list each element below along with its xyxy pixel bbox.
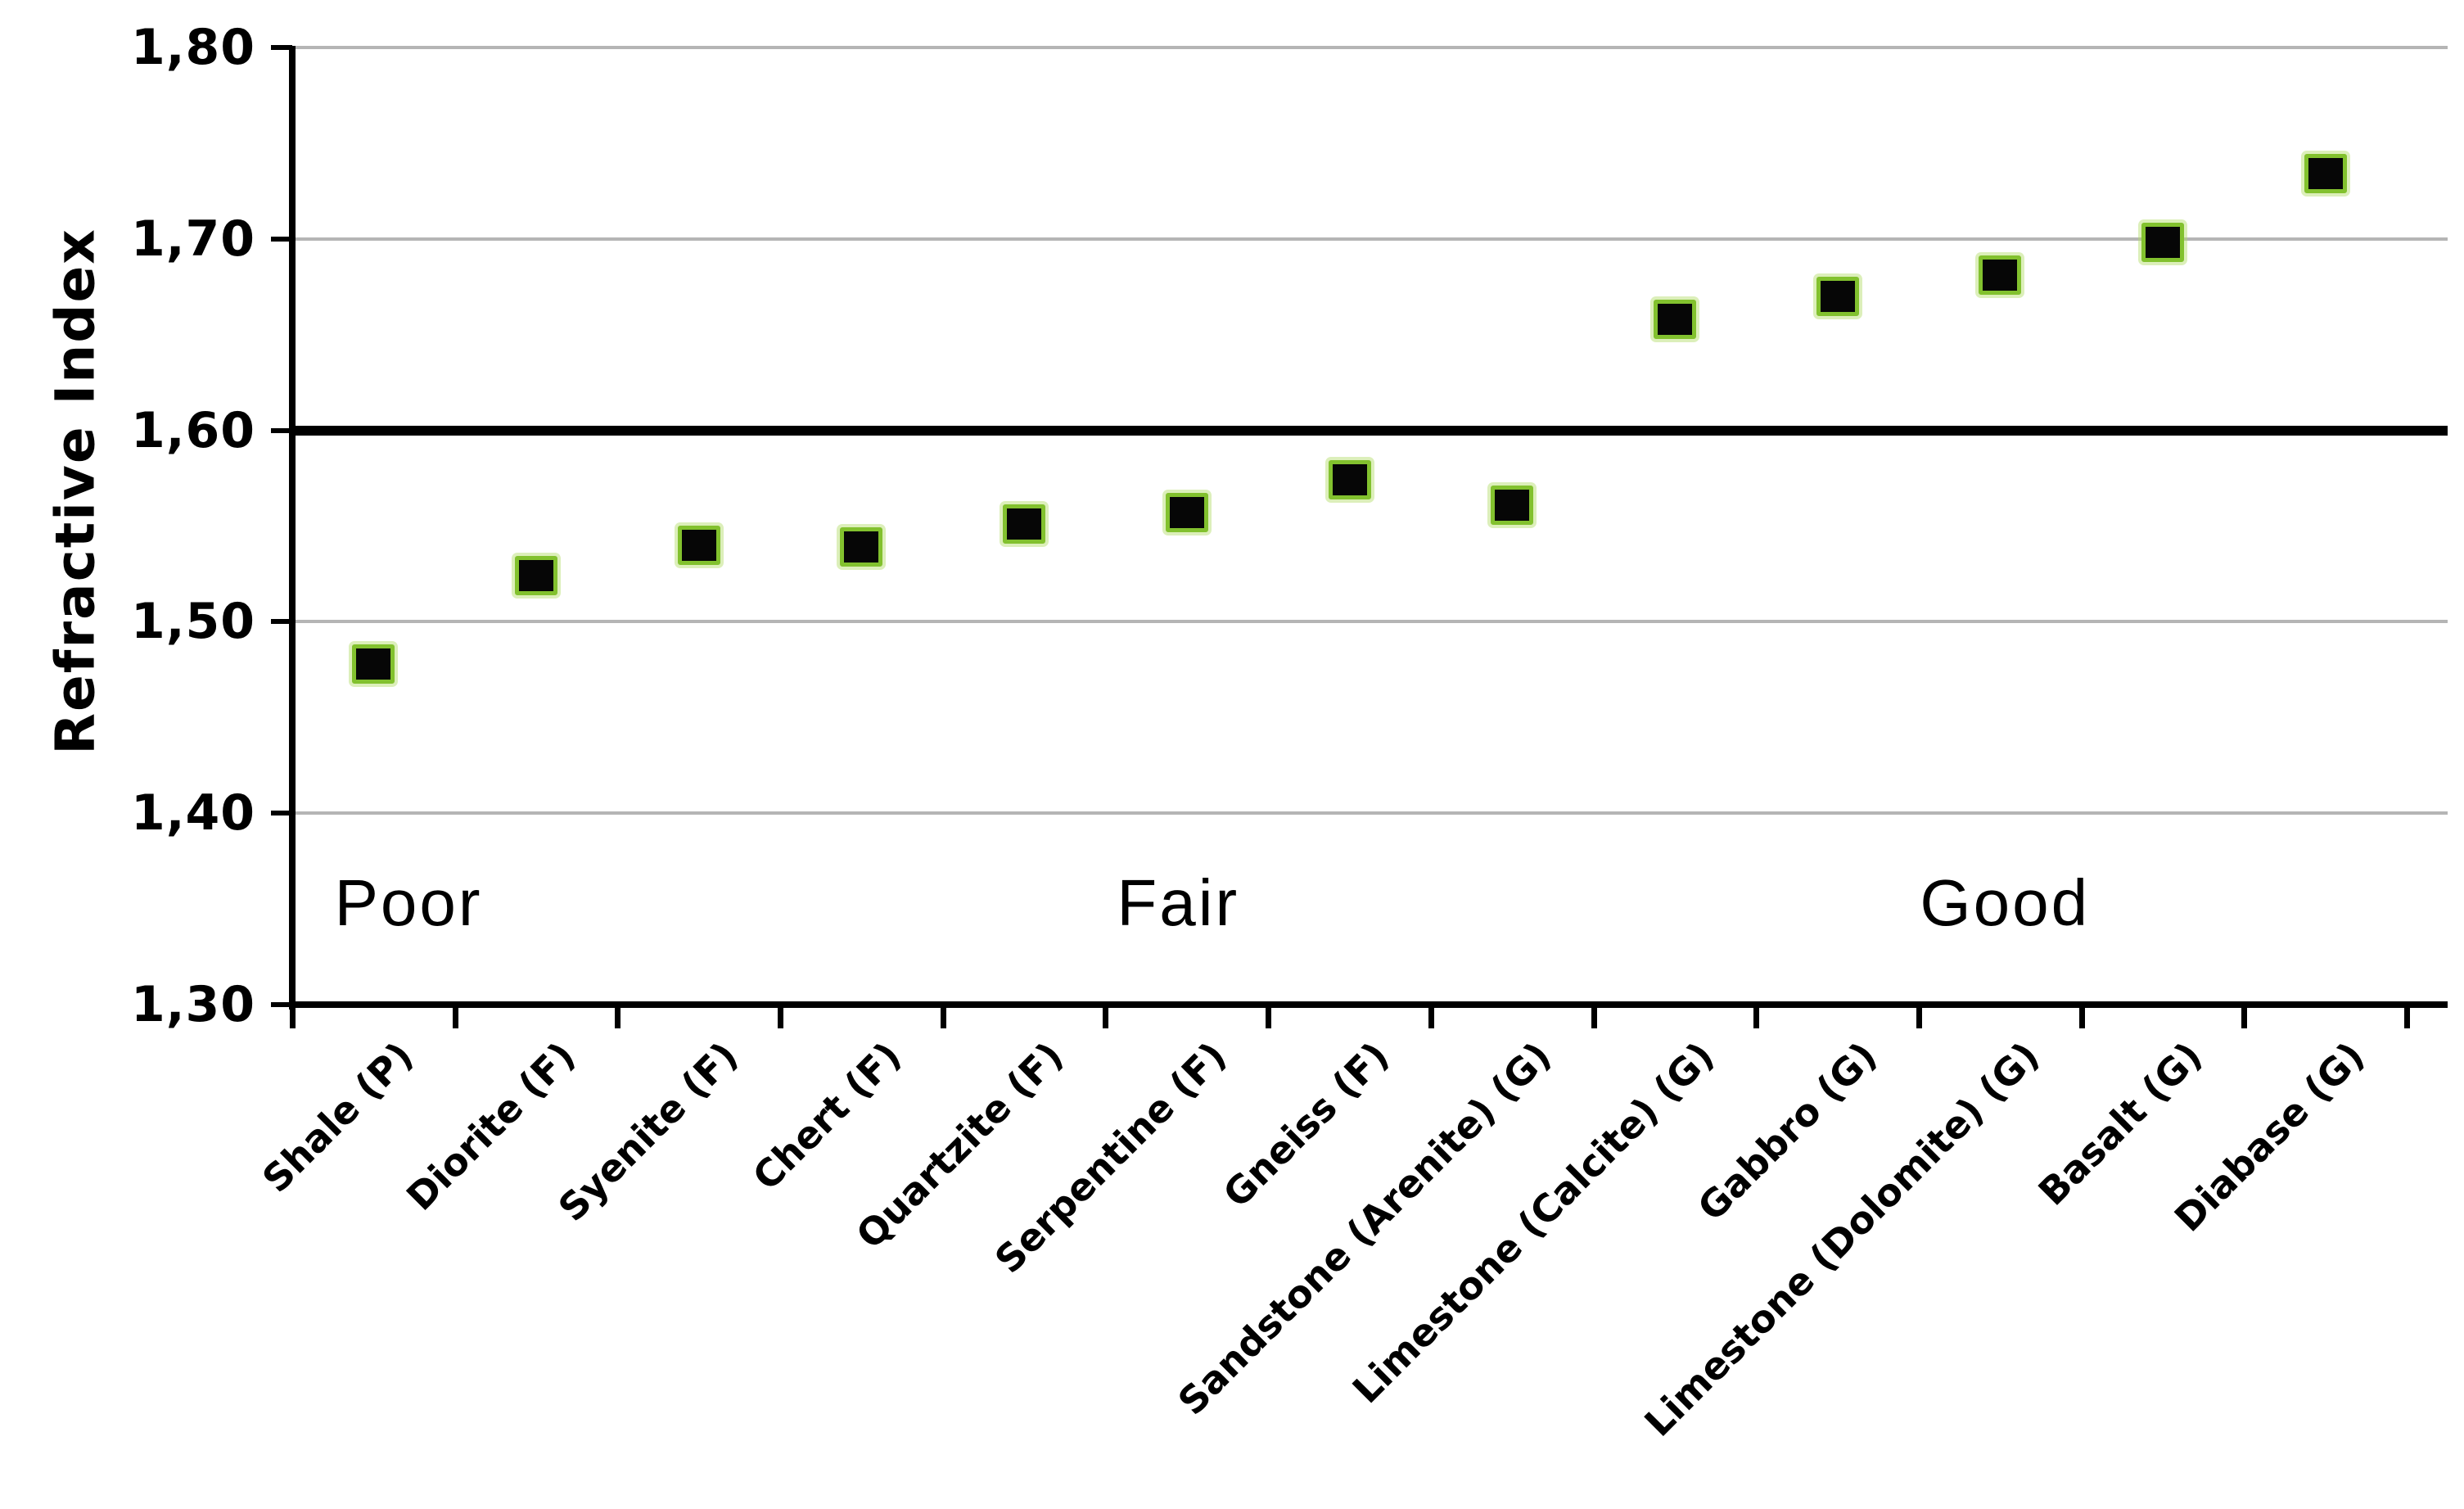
- x-axis-tick: [2404, 1006, 2410, 1028]
- x-axis-tick: [452, 1006, 458, 1028]
- gridline: [292, 811, 2448, 815]
- x-axis-tick: [778, 1006, 784, 1028]
- gridline: [292, 237, 2448, 241]
- y-axis-title: Refractive Index: [43, 228, 107, 755]
- category-label-text: Gneiss (F): [1214, 1033, 1397, 1217]
- data-point-marker: [1816, 276, 1859, 316]
- y-tick-label: 1,80: [130, 19, 255, 76]
- y-tick-label: 1,30: [130, 976, 255, 1033]
- data-point-marker: [1653, 299, 1696, 339]
- y-tick-label: 1,70: [130, 210, 255, 268]
- y-axis-tick: [271, 619, 292, 625]
- gridline: [292, 620, 2448, 624]
- data-point-marker: [352, 644, 395, 684]
- y-axis-tick: [271, 236, 292, 242]
- data-point-marker: [1328, 460, 1371, 500]
- y-tick-label: 1,40: [130, 784, 255, 843]
- y-axis-tick: [271, 427, 292, 433]
- zone-label-poor: Poor: [334, 866, 483, 940]
- x-axis-tick: [2241, 1006, 2248, 1028]
- x-axis-tick: [290, 1006, 296, 1028]
- gridline: [292, 46, 2448, 49]
- y-tick-label: 1,50: [130, 593, 255, 651]
- y-axis-tick: [271, 1002, 292, 1007]
- data-point-marker: [1165, 493, 1208, 533]
- x-axis-tick: [940, 1006, 946, 1028]
- data-point-marker: [677, 525, 720, 565]
- x-axis: [289, 1001, 2448, 1008]
- category-label-text: Shale (P): [253, 1033, 422, 1201]
- category-label-text: Chert (F): [743, 1033, 909, 1200]
- data-point-marker: [1979, 255, 2022, 296]
- x-axis-tick: [1103, 1006, 1109, 1028]
- x-axis-tick: [1916, 1006, 1922, 1028]
- y-axis: [289, 46, 296, 1010]
- data-point-marker: [1003, 504, 1046, 544]
- data-point-marker: [2141, 223, 2184, 263]
- reference-line: [292, 425, 2448, 436]
- x-axis-tick: [1753, 1006, 1760, 1028]
- data-point-marker: [1491, 485, 1534, 525]
- category-label-text: Basalt (G): [2029, 1033, 2211, 1214]
- zone-label-good: Good: [1920, 866, 2091, 940]
- data-point-marker: [840, 527, 883, 567]
- y-axis-tick: [271, 811, 292, 816]
- x-axis-tick: [1591, 1006, 1597, 1028]
- x-axis-tick: [1266, 1006, 1272, 1028]
- x-axis-tick: [2078, 1006, 2085, 1028]
- zone-label-fair: Fair: [1117, 866, 1240, 940]
- y-axis-tick: [271, 45, 292, 50]
- x-axis-tick: [1428, 1006, 1434, 1028]
- y-tick-label: 1,60: [130, 401, 255, 459]
- data-point-marker: [2304, 154, 2347, 194]
- x-axis-tick: [615, 1006, 621, 1028]
- data-point-marker: [515, 556, 558, 596]
